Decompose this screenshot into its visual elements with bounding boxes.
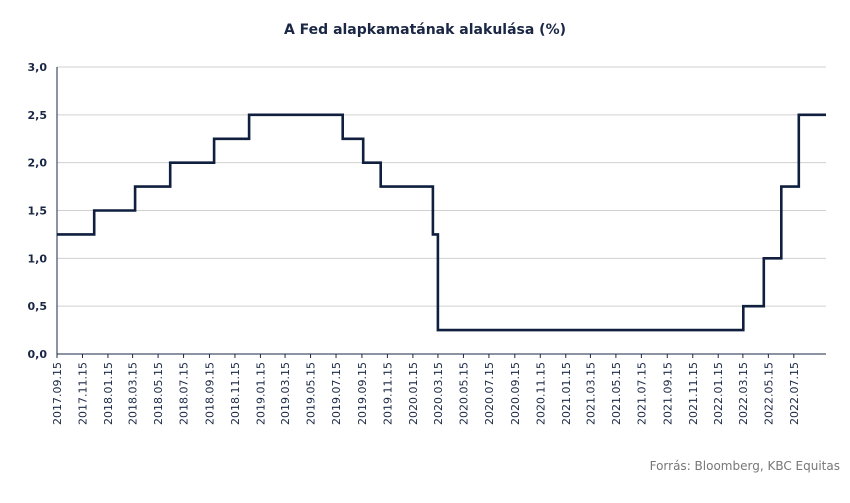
x-tick-label: 2017.11.15 <box>76 362 89 425</box>
source-note: Forrás: Bloomberg, KBC Equitas <box>649 459 840 473</box>
x-tick-label: 2021.07.15 <box>635 362 648 425</box>
x-tick-label: 2019.05.15 <box>305 362 318 425</box>
y-tick-label: 0,5 <box>28 300 48 313</box>
y-tick-label: 3,0 <box>28 61 48 74</box>
x-tick-label: 2019.03.15 <box>279 362 292 425</box>
x-tick-label: 2021.11.15 <box>687 362 700 425</box>
y-tick-label: 2,5 <box>28 109 48 122</box>
x-tick-label: 2022.07.15 <box>788 362 801 425</box>
series-line-fed-rate <box>57 113 826 332</box>
y-tick-label: 2,0 <box>28 157 48 170</box>
y-tick-label: 0,0 <box>28 348 48 361</box>
x-tick-label: 2020.09.15 <box>509 362 522 425</box>
x-tick-label: 2018.09.15 <box>203 362 216 425</box>
x-tick-label: 2022.03.15 <box>737 362 750 425</box>
x-tick-label: 2017.09.15 <box>51 362 64 425</box>
grid-lines <box>57 66 826 307</box>
x-tick-label: 2020.03.15 <box>432 362 445 425</box>
x-tick-label: 2018.05.15 <box>152 362 165 425</box>
x-tick-label: 2018.01.15 <box>102 362 115 425</box>
x-tick-label: 2018.11.15 <box>229 362 242 425</box>
x-tick-label: 2021.03.15 <box>584 362 597 425</box>
x-tick-label: 2020.07.15 <box>483 362 496 425</box>
x-tick-label: 2020.11.15 <box>534 362 547 425</box>
y-tick-label: 1,5 <box>28 205 48 218</box>
x-tick-label: 2020.01.15 <box>407 362 420 425</box>
x-tick-label: 2020.05.15 <box>457 362 470 425</box>
y-axis-ticks: 0,0 0,5 1,0 1,5 2,0 2,5 3,0 <box>28 61 48 361</box>
x-tick-label: 2021.05.15 <box>610 362 623 425</box>
x-tick-label: 2022.01.15 <box>712 362 725 425</box>
x-tick-label: 2021.09.15 <box>661 362 674 425</box>
x-tick-label: 2019.07.15 <box>330 362 343 425</box>
x-tick-label: 2019.01.15 <box>254 362 267 425</box>
x-tick-label: 2018.07.15 <box>178 362 191 425</box>
y-tick-label: 1,0 <box>28 252 48 265</box>
x-tick-label: 2019.09.15 <box>356 362 369 425</box>
x-tick-label: 2019.11.15 <box>381 362 394 425</box>
chart-title: A Fed alapkamatának alakulása (%) <box>283 22 567 38</box>
x-tick-label: 2021.01.15 <box>560 362 573 425</box>
x-tick-label: 2022.05.15 <box>762 362 775 425</box>
x-tick-label: 2018.03.15 <box>127 362 140 425</box>
x-axis-ticks: 2017.09.15 2017.11.15 2018.01.15 2018.03.15… <box>51 354 801 425</box>
